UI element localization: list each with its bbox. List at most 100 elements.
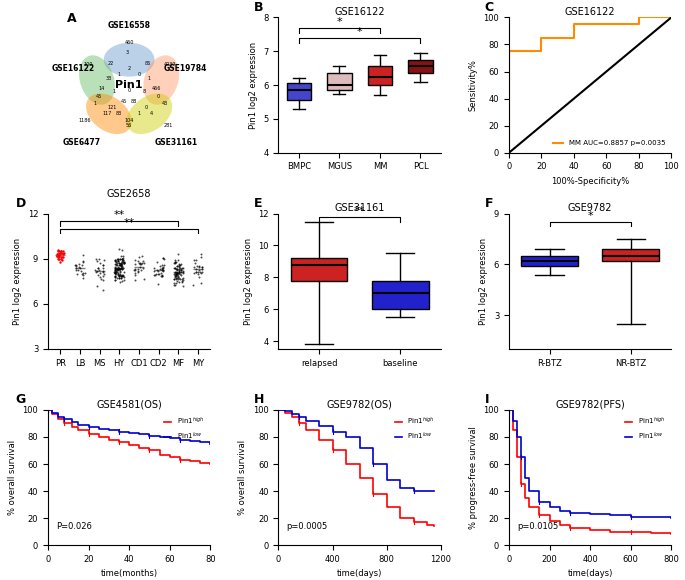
Point: [152, 266, 163, 276]
Point: [133, 267, 144, 277]
Point: [129, 276, 140, 285]
Text: 121: 121: [108, 104, 117, 110]
Point: [169, 269, 180, 278]
Title: GSE9782(OS): GSE9782(OS): [327, 399, 393, 409]
Point: [156, 264, 167, 273]
Point: [116, 271, 127, 281]
Text: 8: 8: [142, 89, 146, 95]
Text: 117: 117: [103, 111, 112, 117]
Point: [153, 270, 164, 279]
Point: [112, 267, 123, 277]
Point: [171, 267, 182, 277]
Point: [75, 266, 86, 276]
Point: [116, 255, 127, 264]
Point: [119, 258, 129, 267]
Point: [153, 270, 164, 279]
Point: [117, 252, 128, 261]
Point: [77, 270, 88, 279]
Text: 83: 83: [116, 111, 122, 117]
Point: [111, 267, 122, 276]
Point: [97, 267, 108, 277]
Point: [109, 269, 120, 278]
Point: [175, 266, 186, 275]
Y-axis label: Pin1 log2 expression: Pin1 log2 expression: [13, 238, 22, 325]
Text: 100: 100: [84, 62, 93, 67]
Legend: MM AUC=0.8857 p=0.0035: MM AUC=0.8857 p=0.0035: [550, 137, 668, 149]
Y-axis label: % overall survival: % overall survival: [8, 440, 17, 515]
Point: [173, 259, 184, 269]
Text: *: *: [587, 211, 593, 221]
Point: [110, 256, 121, 265]
Point: [112, 255, 123, 264]
Point: [171, 273, 182, 282]
Y-axis label: Pin1 log2 expression: Pin1 log2 expression: [479, 238, 488, 325]
Point: [171, 271, 182, 280]
Text: GSE19784: GSE19784: [163, 64, 207, 72]
Point: [116, 271, 127, 281]
Point: [136, 259, 147, 268]
Point: [115, 269, 126, 278]
Legend: Pin1$^{high}$, Pin1$^{low}$: Pin1$^{high}$, Pin1$^{low}$: [161, 414, 207, 445]
Point: [114, 271, 125, 281]
Point: [173, 269, 184, 278]
Point: [173, 272, 184, 281]
Point: [177, 268, 188, 277]
PathPatch shape: [368, 67, 392, 85]
Text: 3: 3: [126, 50, 129, 56]
Ellipse shape: [127, 93, 172, 134]
Text: 0: 0: [138, 72, 141, 77]
Point: [117, 276, 128, 285]
Point: [169, 263, 180, 273]
Point: [154, 265, 165, 274]
Point: [193, 272, 204, 281]
Point: [138, 263, 149, 273]
Point: [171, 269, 182, 278]
Point: [171, 269, 182, 278]
Point: [169, 271, 180, 280]
Point: [98, 267, 109, 276]
Point: [134, 258, 145, 267]
Point: [110, 272, 121, 281]
PathPatch shape: [327, 73, 351, 90]
Text: GSE16122: GSE16122: [52, 64, 95, 72]
Y-axis label: % overall survival: % overall survival: [238, 440, 247, 515]
Point: [89, 266, 100, 275]
Text: *: *: [336, 17, 342, 27]
Text: B: B: [254, 1, 264, 14]
Text: 1: 1: [148, 76, 151, 81]
Point: [114, 266, 125, 276]
Point: [109, 259, 120, 269]
Point: [170, 273, 181, 282]
Point: [56, 256, 67, 265]
Point: [110, 263, 121, 272]
Point: [112, 262, 123, 271]
Point: [189, 269, 200, 278]
Point: [112, 263, 123, 273]
Point: [55, 253, 66, 262]
Point: [110, 264, 121, 273]
Point: [55, 246, 66, 256]
Point: [54, 249, 65, 259]
Point: [176, 277, 187, 287]
Text: 33: 33: [105, 76, 112, 81]
Point: [158, 255, 169, 264]
Point: [177, 281, 188, 291]
Point: [197, 263, 208, 272]
Point: [53, 251, 64, 260]
Point: [169, 258, 179, 267]
Point: [129, 255, 140, 264]
Point: [55, 248, 66, 258]
Title: GSE31161: GSE31161: [334, 203, 385, 213]
Point: [114, 258, 125, 267]
Point: [189, 256, 200, 265]
Ellipse shape: [143, 55, 179, 104]
Point: [129, 266, 140, 275]
Text: C: C: [484, 1, 494, 14]
Point: [95, 274, 106, 284]
Point: [109, 269, 120, 278]
X-axis label: time(days): time(days): [567, 570, 613, 578]
Point: [151, 269, 162, 278]
Text: 45: 45: [95, 95, 102, 99]
Point: [117, 255, 128, 264]
Text: 43: 43: [162, 101, 168, 106]
